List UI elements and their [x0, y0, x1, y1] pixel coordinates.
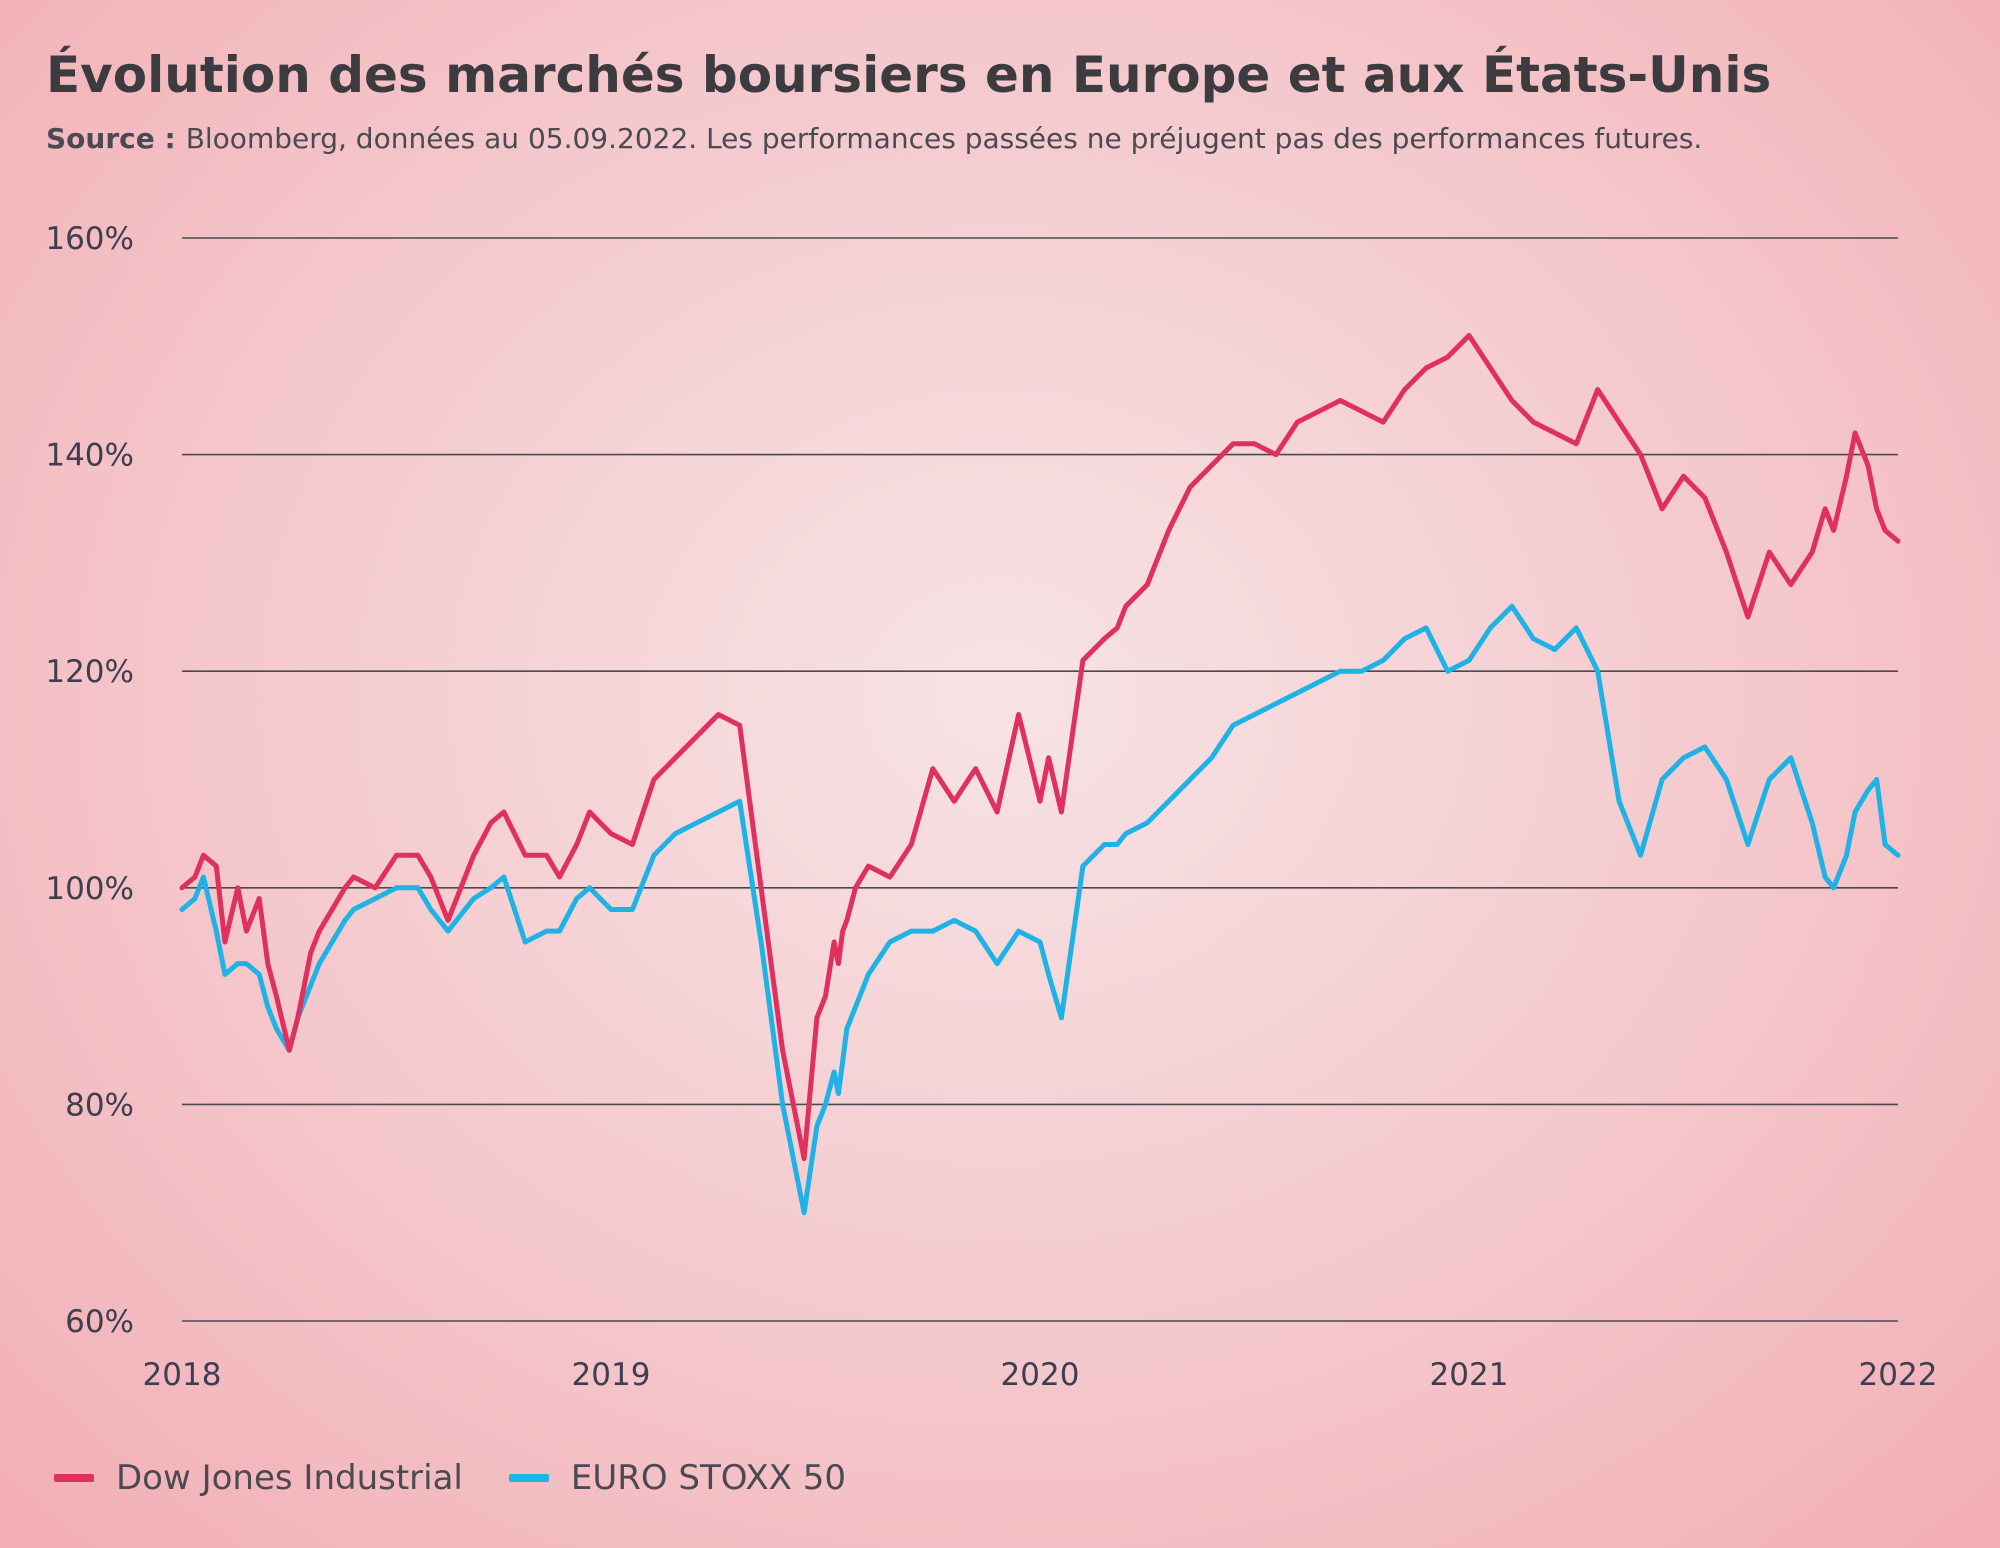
y-tick-label: 160%	[45, 221, 134, 257]
legend-item-dow-jones: Dow Jones Industrial	[54, 1458, 463, 1498]
y-tick-label: 120%	[45, 654, 134, 690]
y-tick-label: 100%	[45, 871, 134, 907]
source-label: Source :	[46, 122, 176, 155]
y-axis-ticks: 60% 80% 100% 120% 140% 160%	[45, 221, 134, 1340]
chart-subtitle: Source : Bloomberg, données au 05.09.2022…	[46, 122, 1702, 155]
grid-layer	[182, 237, 1898, 1322]
legend-label-euro-stoxx: EURO STOXX 50	[570, 1458, 847, 1498]
y-tick-label: 60%	[65, 1304, 134, 1340]
legend-item-euro-stoxx: EURO STOXX 50	[508, 1458, 847, 1498]
series-layer	[179, 333, 1901, 1216]
x-tick-label: 2021	[1430, 1357, 1509, 1393]
x-tick-label: 2019	[572, 1357, 651, 1393]
series-line-euro-stoxx	[179, 603, 1901, 1216]
x-tick-label: 2018	[143, 1357, 222, 1393]
y-tick-label: 140%	[45, 438, 134, 474]
legend: Dow Jones Industrial EURO STOXX 50	[54, 1458, 892, 1498]
chart-title: Évolution des marchés boursiers en Europ…	[46, 46, 1772, 104]
legend-swatch-euro-stoxx	[508, 1474, 549, 1482]
legend-swatch-dow-jones	[54, 1474, 94, 1482]
x-tick-label: 2022	[1859, 1357, 1938, 1393]
source-text: Bloomberg, données au 05.09.2022. Les pe…	[185, 122, 1703, 155]
x-tick-label: 2020	[1001, 1357, 1080, 1393]
series-line-dow-jones	[179, 333, 1901, 1161]
x-axis-ticks: 2018 2019 2020 2021 2022	[143, 1357, 1938, 1393]
legend-label-dow-jones: Dow Jones Industrial	[116, 1458, 463, 1498]
y-tick-label: 80%	[65, 1087, 134, 1123]
